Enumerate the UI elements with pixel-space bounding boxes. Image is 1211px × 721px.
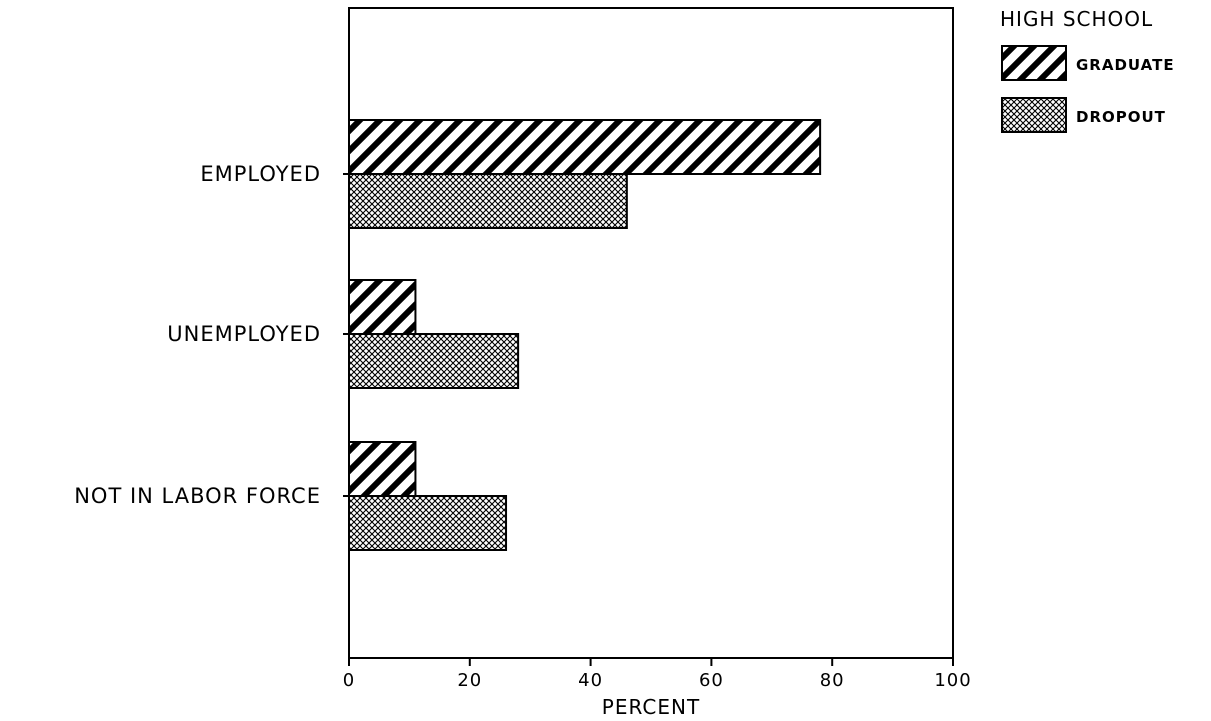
legend: HIGH SCHOOL GRADUATE DROPOUT [1000, 7, 1175, 133]
bar-graduate-unemployed [348, 279, 417, 335]
category-label-employed: EMPLOYED [200, 162, 321, 186]
x-axis-title: PERCENT [602, 695, 700, 719]
x-tick-label-20: 20 [457, 670, 482, 691]
bar-graduate-employed [348, 119, 822, 175]
bar-dropout-not-in-labor-force [348, 495, 508, 551]
x-tick-label-60: 60 [699, 670, 724, 691]
x-tick-label-0: 0 [343, 670, 355, 691]
legend-title: HIGH SCHOOL [1000, 7, 1153, 31]
category-label-unemployed: UNEMPLOYED [167, 322, 321, 346]
legend-swatch-graduate [1001, 45, 1067, 81]
x-tick-label-100: 100 [934, 670, 971, 691]
bar-dropout-employed [348, 173, 628, 229]
legend-label-graduate: GRADUATE [1076, 56, 1175, 74]
category-label-not-in-labor-force: NOT IN LABOR FORCE [74, 484, 321, 508]
bar-dropout-unemployed [348, 333, 520, 389]
legend-swatch-dropout [1001, 97, 1067, 133]
x-tick-label-40: 40 [578, 670, 603, 691]
legend-label-dropout: DROPOUT [1076, 108, 1166, 126]
bar-graduate-not-in-labor-force [348, 441, 417, 497]
x-tick-label-80: 80 [820, 670, 845, 691]
